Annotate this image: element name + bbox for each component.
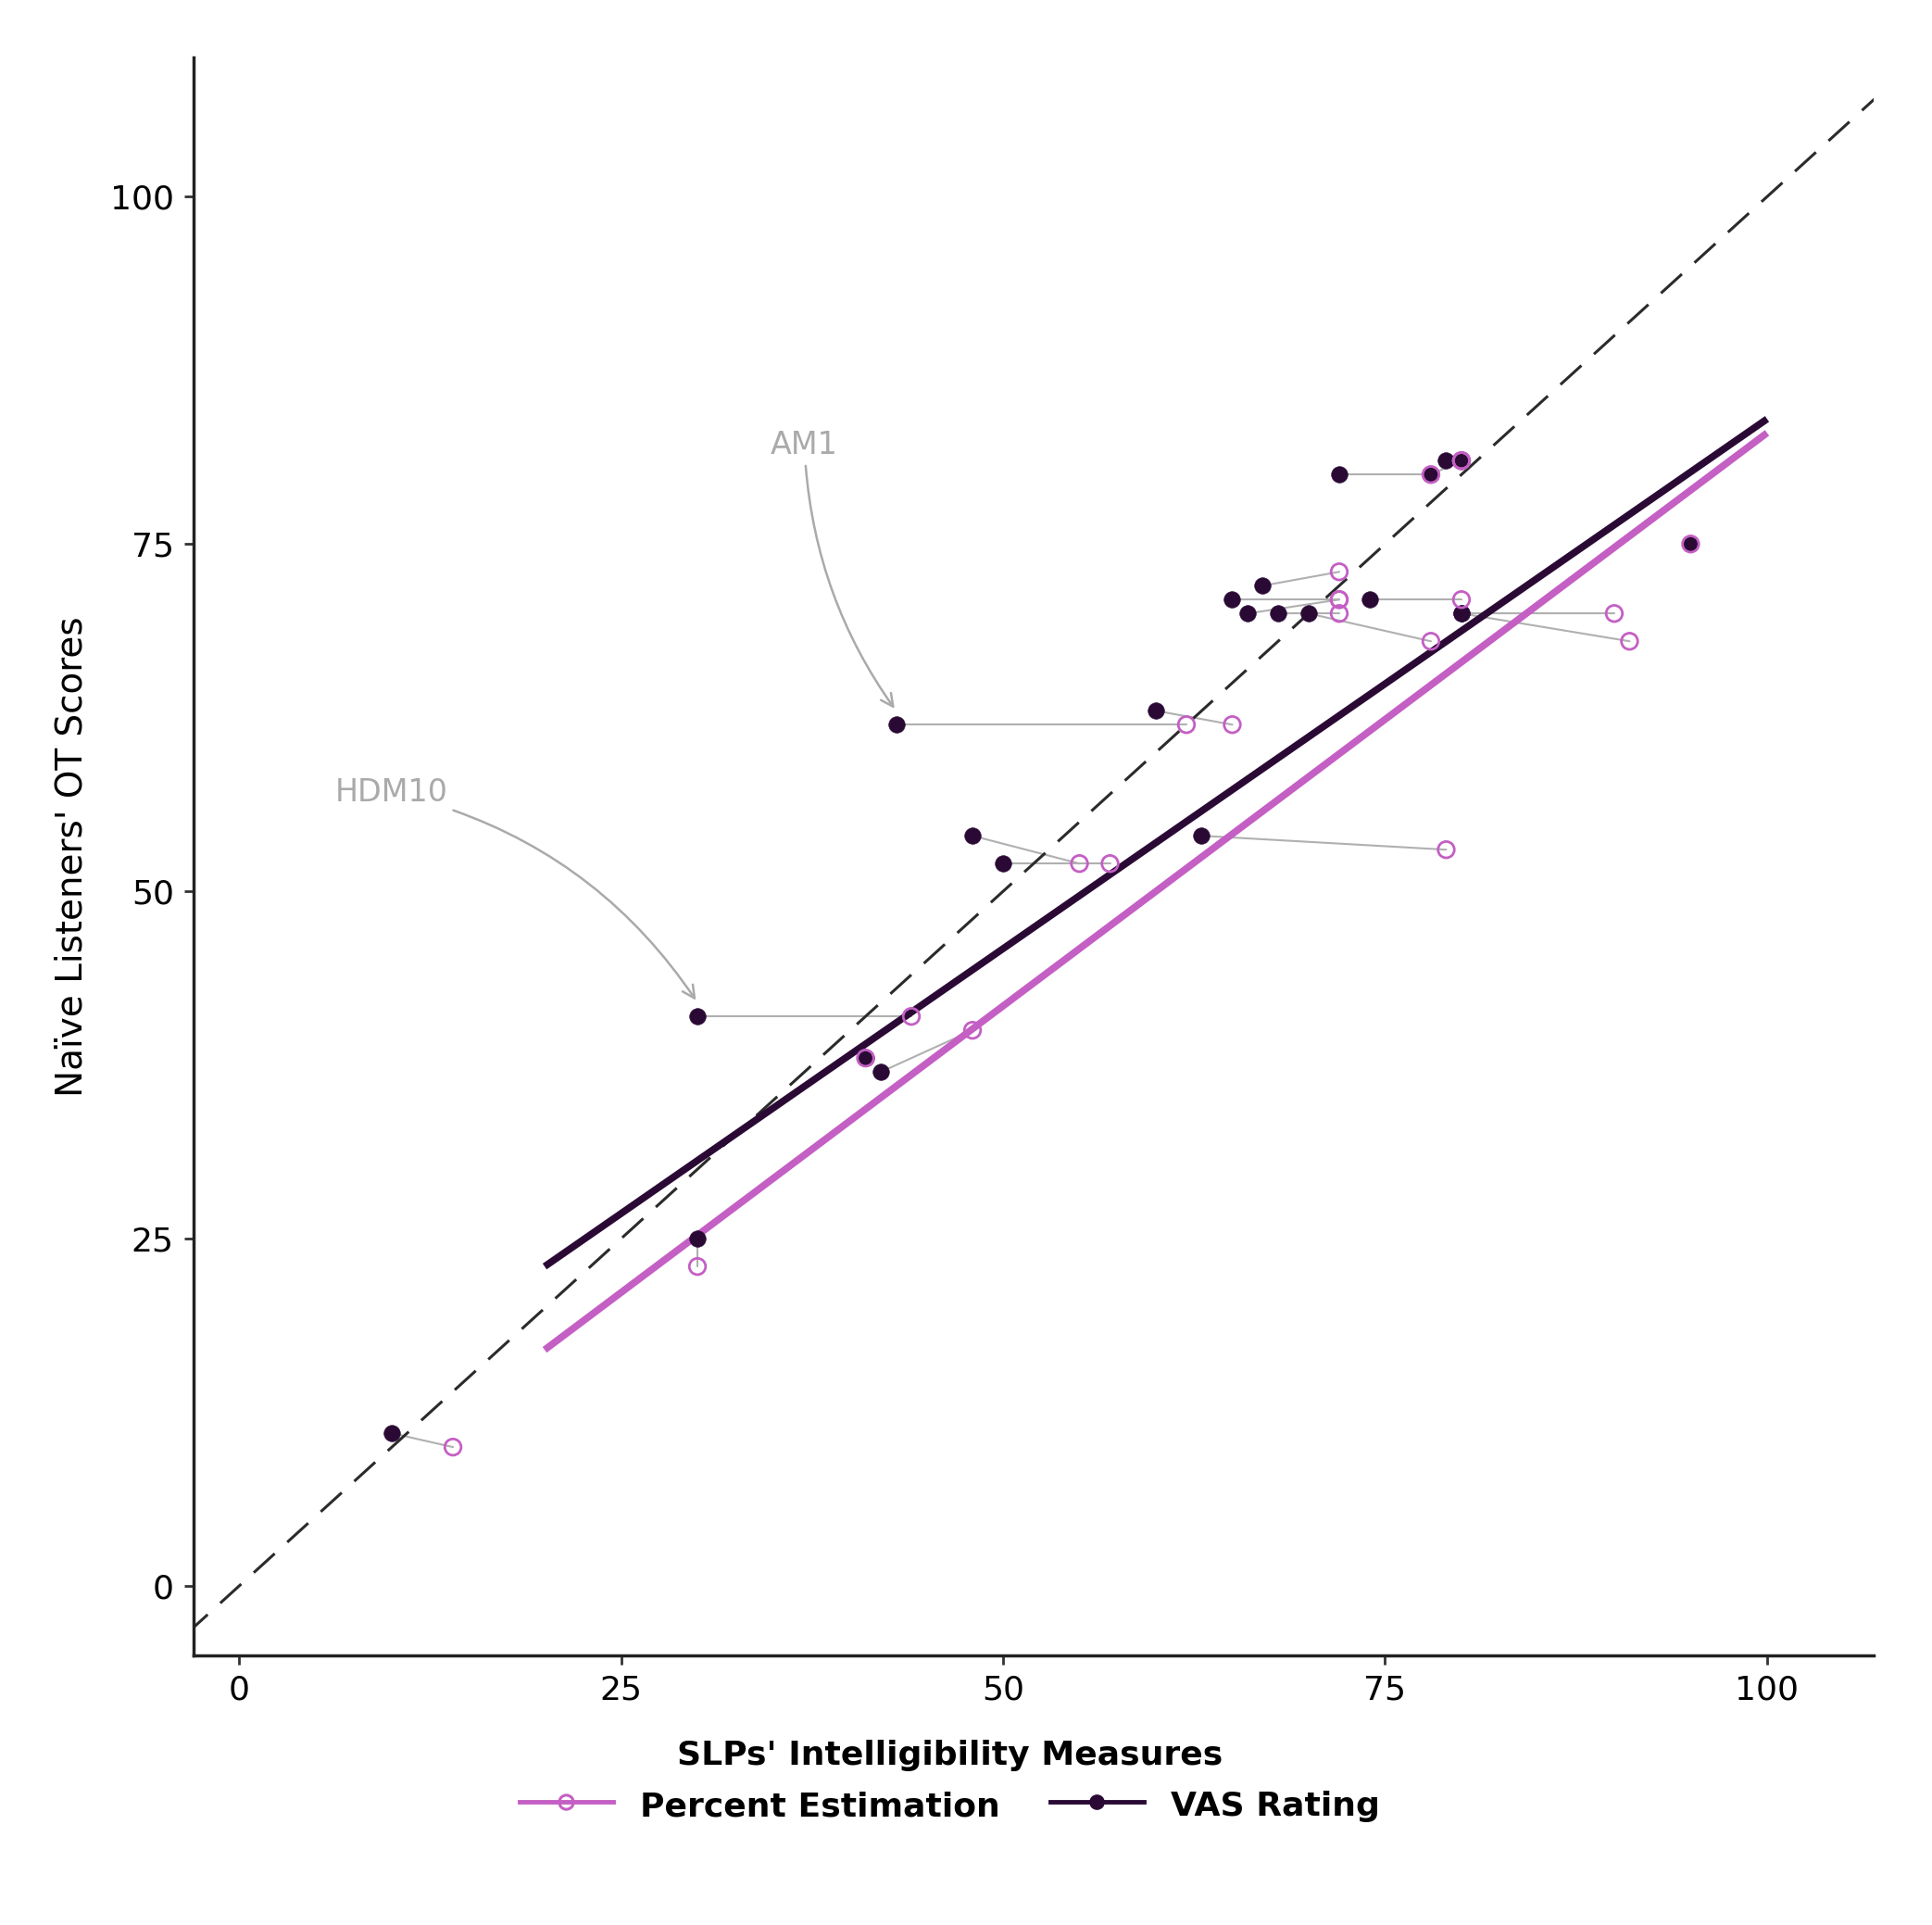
Point	[437, 1432, 468, 1463]
Point	[1323, 583, 1354, 614]
Point	[850, 1043, 881, 1074]
Point	[1140, 695, 1171, 726]
Point	[1293, 599, 1323, 629]
Point	[1445, 445, 1476, 475]
Point	[1323, 599, 1354, 629]
Point	[377, 1419, 408, 1450]
Point	[1323, 583, 1354, 614]
Point	[956, 820, 987, 851]
Point	[881, 708, 912, 739]
Point	[1248, 570, 1279, 601]
Point	[1416, 460, 1447, 491]
Point	[1675, 529, 1706, 560]
Legend: Percent Estimation, VAS Rating: Percent Estimation, VAS Rating	[520, 1740, 1379, 1823]
Point	[1186, 820, 1217, 851]
Point	[1675, 529, 1706, 560]
Point	[850, 1043, 881, 1074]
Point	[1217, 708, 1248, 739]
Point	[1171, 708, 1202, 739]
Point	[1323, 556, 1354, 587]
Point	[1445, 583, 1476, 614]
Point	[1095, 849, 1126, 880]
Point	[956, 1014, 987, 1045]
Point	[1432, 834, 1463, 864]
Text: HDM10: HDM10	[336, 778, 696, 999]
Point	[987, 849, 1018, 880]
Point	[1445, 599, 1476, 629]
Text: AM1: AM1	[771, 429, 893, 706]
Point	[1416, 626, 1447, 656]
Point	[1264, 599, 1294, 629]
Point	[1065, 849, 1095, 880]
Point	[1432, 445, 1463, 475]
Point	[1600, 599, 1631, 629]
Point	[682, 1001, 713, 1032]
Point	[1416, 460, 1447, 491]
Point	[1354, 583, 1385, 614]
Point	[1217, 583, 1248, 614]
Point	[896, 1001, 927, 1032]
Y-axis label: Naïve Listeners' OT Scores: Naïve Listeners' OT Scores	[54, 616, 89, 1097]
Point	[1323, 460, 1354, 491]
Point	[682, 1251, 713, 1282]
Point	[1445, 445, 1476, 475]
Point	[1445, 445, 1476, 475]
Point	[682, 1222, 713, 1253]
Point	[1613, 626, 1644, 656]
Point	[1445, 599, 1476, 629]
Point	[1233, 599, 1264, 629]
Point	[1445, 445, 1476, 475]
Point	[866, 1057, 896, 1088]
